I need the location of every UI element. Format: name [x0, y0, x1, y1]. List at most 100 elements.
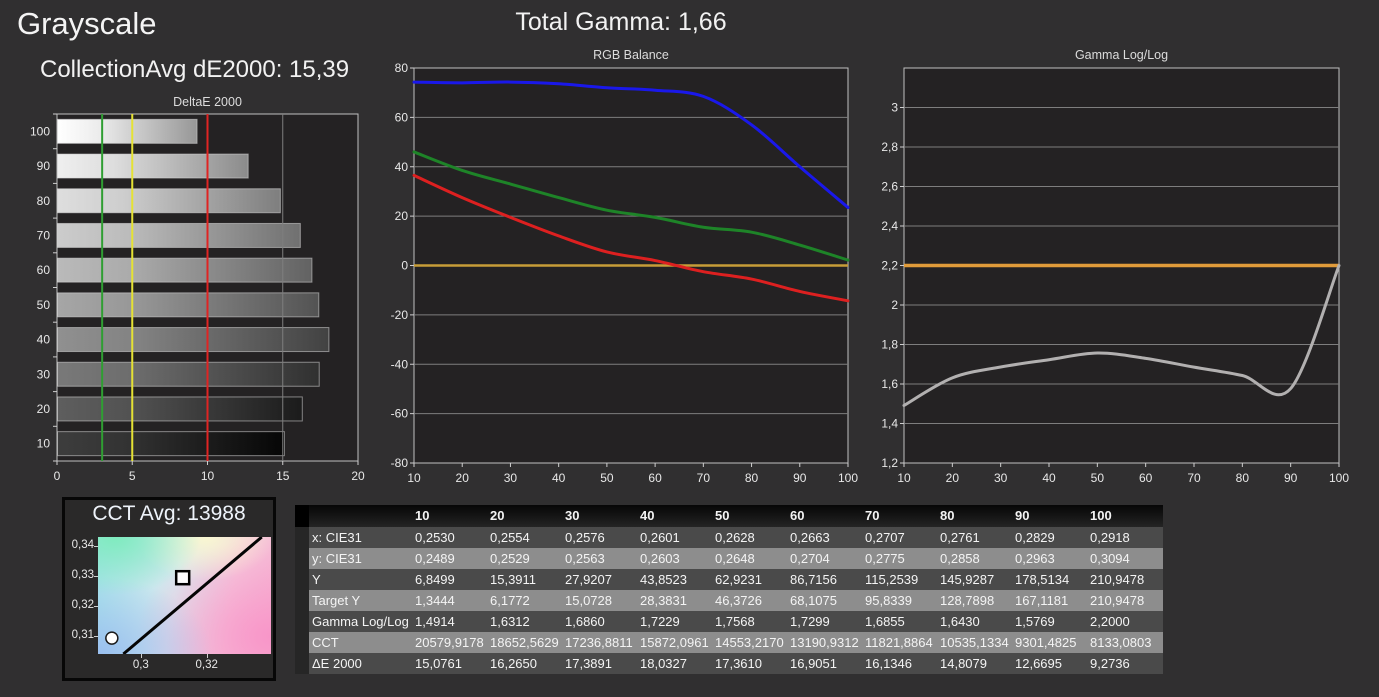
table-cell: 145,9287: [940, 572, 995, 587]
y-axis-tick-label: 40: [395, 160, 409, 174]
table-cell: 13190,9312: [790, 635, 859, 650]
table-cell: 14,8079: [940, 656, 987, 671]
cie-y-tick-label: 0,33: [71, 568, 94, 581]
deltae-chart-title: DeltaE 2000: [173, 95, 242, 109]
table-row-gutter: [295, 590, 309, 611]
y-axis-tick-label: 2: [891, 298, 898, 312]
y-axis-tick-label: 1,2: [881, 456, 898, 470]
deltae-y-tick-label: 30: [37, 367, 51, 381]
table-cell: 27,9207: [565, 572, 612, 587]
table-row: Target Y 1,3444 6,1772 15,0728 28,3831 46,372…: [295, 590, 1163, 611]
table-cell: 17,3610: [715, 656, 762, 671]
y-axis-tick-label: 3: [891, 101, 898, 115]
table-cell: 0,2489: [415, 551, 455, 566]
table-row-gutter: [295, 632, 309, 653]
deltae-y-tick-label: 40: [37, 333, 51, 347]
cie-x-tick-label: 0,32: [195, 659, 218, 671]
table-cell: 1,5769: [1015, 614, 1055, 629]
table-cell: 17,3891: [565, 656, 612, 671]
x-axis-tick-label: 60: [1139, 471, 1153, 485]
table-cell: 17236,8811: [565, 635, 633, 650]
table-cell: 0,2707: [865, 530, 905, 545]
gamma-series-line: [902, 264, 1341, 407]
table-cell: 210,9478: [1090, 593, 1145, 608]
table-cell: 95,8339: [865, 593, 912, 608]
table-header-gutter: [295, 505, 309, 527]
table-cell: 210,9478: [1090, 572, 1145, 587]
table-cell: 1,4914: [415, 614, 455, 629]
table-cell: 1,6855: [865, 614, 905, 629]
x-axis-tick-label: 100: [838, 471, 858, 485]
table-cell: 68,1075: [790, 593, 837, 608]
table-cell: 15,0761: [415, 656, 462, 671]
table-column-header: 60: [790, 508, 805, 523]
table-header-label-spacer: [309, 505, 413, 527]
green-series-line: [412, 150, 850, 262]
table-cell: 167,1181: [1015, 593, 1069, 608]
table-row: Y 6,8499 15,3911 27,9207 43,8523 62,9231 86,71…: [295, 569, 1163, 590]
table-cell: 10535,1334: [940, 635, 1009, 650]
deltae-x-tick-label: 10: [201, 469, 215, 483]
table-cell: 6,1772: [490, 593, 530, 608]
x-axis-tick-label: 40: [1042, 471, 1056, 485]
x-axis-tick-label: 60: [648, 471, 662, 485]
x-axis-tick-label: 90: [793, 471, 807, 485]
y-axis-tick-label: 1,4: [881, 417, 898, 431]
target-white-point-marker: [174, 569, 191, 586]
table-cell: 0,2858: [940, 551, 980, 566]
table-cell: 0,2601: [640, 530, 680, 545]
table-row: y: CIE31 0,2489 0,2529 0,2563 0,2603 0,2648 0,…: [295, 548, 1163, 569]
x-axis-tick-label: 30: [994, 471, 1008, 485]
blue-series-line: [412, 80, 850, 209]
table-row: ΔE 2000 15,0761 16,2650 17,3891 18,0327 17,36…: [295, 653, 1163, 674]
x-axis-tick-label: 20: [456, 471, 470, 485]
x-axis-tick-label: 10: [407, 471, 421, 485]
table-cell: 15,0728: [565, 593, 612, 608]
cie-xy-plot: [98, 537, 271, 654]
table-cell: 128,7898: [940, 593, 995, 608]
y-axis-tick-label: -60: [391, 407, 409, 421]
table-row-label: Target Y: [312, 593, 361, 608]
x-axis-tick-label: 70: [697, 471, 711, 485]
table-cell: 1,6430: [940, 614, 980, 629]
table-row-label: ΔE 2000: [312, 656, 362, 671]
deltae-2000-chart: DeltaE 2000 100 90 80 70 60 50 40 30 20 10 0 5 10 15 2…: [10, 92, 380, 494]
y-axis-tick-label: 0: [401, 259, 408, 273]
table-cell: 86,7156: [790, 572, 837, 587]
y-axis-tick-label: 80: [395, 61, 409, 75]
table-cell: 1,7568: [715, 614, 755, 629]
table-cell: 20579,9178: [415, 635, 484, 650]
table-cell: 8133,0803: [1090, 635, 1152, 650]
x-axis-tick-label: 10: [897, 471, 911, 485]
table-column-header: 80: [940, 508, 955, 523]
deltae-y-tick-label: 90: [37, 159, 51, 173]
table-row-label: x: CIE31: [312, 530, 362, 545]
table-cell: 15,3911: [490, 572, 537, 587]
x-axis-tick-label: 50: [600, 471, 614, 485]
table-cell: 0,3094: [1090, 551, 1130, 566]
table-row: x: CIE31 0,2530 0,2554 0,2576 0,2601 0,2628 0,…: [295, 527, 1163, 548]
gamma-loglog-chart: Gamma Log/Log 3 2,8 2,6 2,4 2,2 2 1,8 1,6 1,4 1,2…: [868, 45, 1358, 497]
cie-plot-overlay: [105, 537, 263, 654]
cct-avg-title: CCT Avg: 13988: [92, 502, 246, 525]
cct-panel: CCT Avg: 13988 0,34 0,33 0,32 0,31 0,3 0,32: [62, 497, 276, 681]
table-cell: 12,6695: [1015, 656, 1062, 671]
table-row-label: Gamma Log/Log: [312, 614, 409, 629]
table-cell: 14553,2170: [715, 635, 784, 650]
x-axis-tick-label: 80: [1236, 471, 1250, 485]
table-cell: 1,6860: [565, 614, 605, 629]
rgb-balance-chart-title: RGB Balance: [593, 48, 669, 62]
y-axis-tick-label: 1,8: [881, 338, 898, 352]
table-cell: 0,2704: [790, 551, 830, 566]
x-axis-tick-label: 80: [745, 471, 759, 485]
table-cell: 0,2829: [1015, 530, 1055, 545]
table-cell: 9301,4825: [1015, 635, 1077, 650]
table-column-header: 100: [1090, 508, 1112, 523]
table-cell: 0,2554: [490, 530, 530, 545]
total-gamma-label: Total Gamma: 1,66: [515, 8, 727, 36]
table-cell: 0,2603: [640, 551, 680, 566]
deltae-y-tick-label: 20: [37, 402, 51, 416]
y-axis-tick-label: 2,6: [881, 180, 898, 194]
table-row-label: Y: [312, 572, 321, 587]
y-axis-tick-label: 1,6: [881, 377, 898, 391]
